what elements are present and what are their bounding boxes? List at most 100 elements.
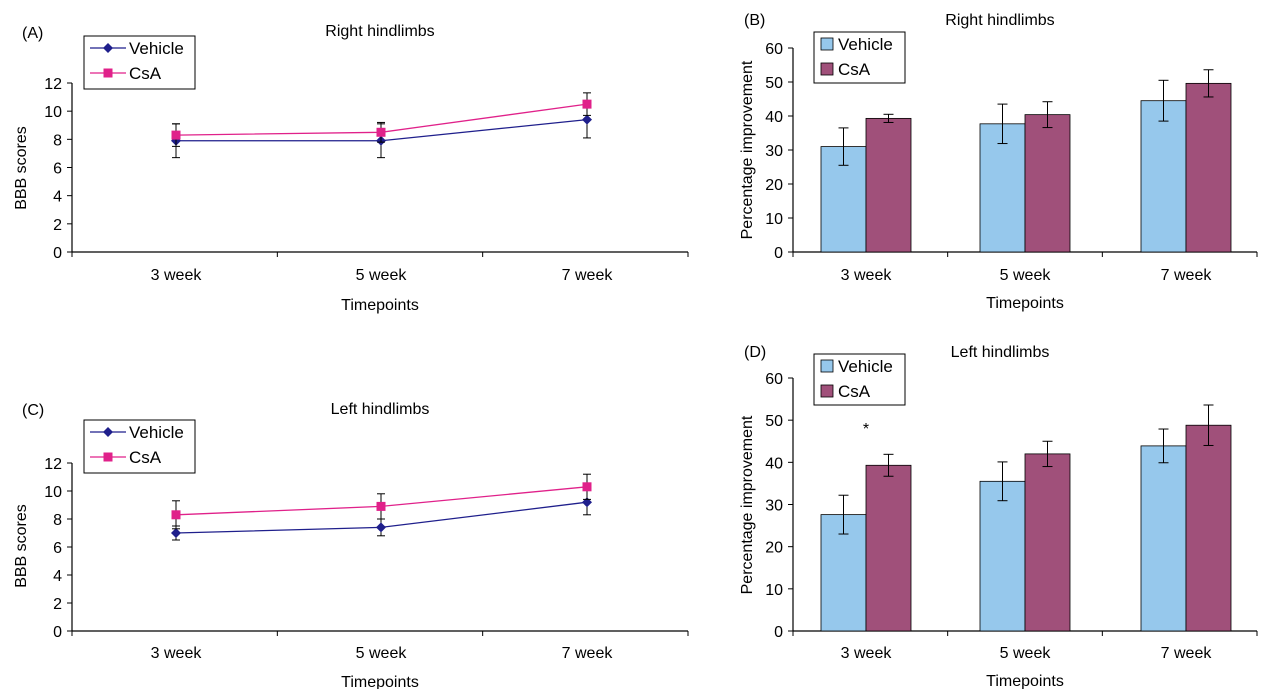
x-tick-label: 5 week (1000, 267, 1052, 284)
x-axis-title: Timepoints (341, 297, 419, 314)
bar (1140, 445, 1187, 632)
data-point-diamond (376, 522, 386, 533)
y-tick-label: 0 (53, 624, 62, 641)
y-tick-label: 0 (774, 624, 783, 641)
bar (1185, 424, 1232, 632)
y-tick-label: 20 (765, 540, 783, 557)
legend-label: CsA (838, 60, 871, 79)
y-tick-label: 10 (765, 211, 783, 228)
y-tick-label: 8 (53, 132, 62, 149)
data-point-square (171, 510, 181, 520)
x-tick-label: 7 week (1161, 645, 1213, 662)
legend-box (83, 419, 196, 474)
data-point-square (582, 99, 592, 109)
data-point-diamond (171, 528, 181, 538)
bar (979, 480, 1026, 632)
legend-marker-square (103, 68, 113, 78)
legend-marker-diamond (103, 43, 113, 53)
legend-marker-diamond (103, 427, 113, 437)
panel-label: (A) (22, 25, 43, 42)
y-tick-label: 20 (765, 177, 783, 194)
legend-label: Vehicle (838, 357, 893, 376)
legend-label: CsA (129, 64, 162, 83)
legend: Vehicle CsA (813, 31, 906, 84)
y-tick-label: 4 (53, 189, 62, 206)
data-point-square (376, 127, 386, 137)
legend-swatch (820, 384, 834, 398)
y-tick-label: 50 (765, 75, 783, 92)
legend-swatch (820, 62, 834, 76)
chart-title: Left hindlimbs (331, 401, 430, 418)
series-csa (171, 92, 592, 147)
x-tick-label: 5 week (356, 645, 408, 662)
x-axis-title: Timepoints (341, 674, 419, 689)
x-tick-label: 5 week (356, 267, 408, 284)
x-axis-title: Timepoints (986, 295, 1064, 312)
legend: Vehicle CsA (83, 35, 196, 90)
panel-label: (B) (744, 12, 765, 29)
y-tick-label: 40 (765, 109, 783, 126)
panel-a-right-hindlimbs-line-chart: (A) Right hindlimbs 0 2 4 6 8 10 12 3 week 5 week 7… (13, 23, 689, 314)
x-axis-title: Timepoints (986, 673, 1064, 689)
legend-swatch (820, 359, 834, 373)
legend-label: CsA (838, 382, 871, 401)
legend-label: CsA (129, 448, 162, 467)
y-tick-label: 12 (44, 76, 62, 93)
y-tick-label: 6 (53, 161, 62, 178)
y-axis-title: Percentage improvement (739, 60, 756, 239)
legend: Vehicle CsA (83, 419, 196, 474)
series-vehicle (820, 428, 1187, 632)
bar (865, 464, 912, 632)
y-axis-title: BBB scores (13, 126, 30, 210)
y-tick-label: 40 (765, 455, 783, 472)
series-csa (171, 473, 592, 530)
y-tick-label: 30 (765, 498, 783, 515)
x-tick-label: 7 week (1161, 267, 1213, 284)
y-axis-title: Percentage improvement (739, 415, 756, 594)
data-point-square (171, 130, 181, 140)
bar (1024, 114, 1071, 253)
panel-d-left-hindlimbs-bar-chart: (D) Left hindlimbs 0 10 20 30 40 50 60 3 week 5 we… (739, 344, 1258, 689)
series-csa (865, 69, 1232, 253)
y-tick-label: 4 (53, 568, 62, 585)
legend-marker-square (103, 452, 113, 462)
y-tick-label: 0 (53, 245, 62, 262)
y-tick-label: 2 (53, 596, 62, 613)
x-tick-label: 5 week (1000, 645, 1052, 662)
data-point-square (376, 501, 386, 511)
panel-label: (C) (22, 402, 44, 419)
legend-label: Vehicle (838, 35, 893, 54)
legend-box (83, 35, 196, 90)
legend-swatch (820, 37, 834, 51)
series-csa (865, 404, 1232, 632)
chart-title: Right hindlimbs (945, 12, 1054, 29)
series-vehicle (820, 79, 1187, 253)
y-tick-label: 10 (44, 484, 62, 501)
bar (1185, 82, 1232, 253)
y-axis-title: BBB scores (13, 504, 30, 588)
y-tick-label: 10 (44, 104, 62, 121)
bar (1140, 100, 1187, 253)
panel-label: (D) (744, 344, 766, 361)
y-tick-label: 50 (765, 413, 783, 430)
data-point-diamond (582, 114, 592, 125)
chart-title: Right hindlimbs (325, 23, 434, 40)
x-tick-label: 3 week (151, 267, 203, 284)
y-tick-label: 8 (53, 512, 62, 529)
legend-label: Vehicle (129, 39, 184, 58)
significance-annotation: * (863, 421, 869, 438)
y-tick-label: 30 (765, 143, 783, 160)
x-tick-label: 3 week (151, 645, 203, 662)
y-tick-label: 10 (765, 582, 783, 599)
bar (865, 117, 912, 253)
data-point-square (582, 482, 592, 492)
bar (1024, 453, 1071, 632)
y-tick-label: 12 (44, 456, 62, 473)
x-tick-label: 3 week (841, 645, 893, 662)
panel-c-left-hindlimbs-line-chart: (C) Left hindlimbs 0 2 4 6 8 10 12 3 week 5 week 7 … (13, 401, 689, 689)
x-tick-label: 3 week (841, 267, 893, 284)
y-tick-label: 6 (53, 540, 62, 557)
legend: Vehicle CsA (813, 353, 906, 406)
y-tick-label: 60 (765, 41, 783, 58)
